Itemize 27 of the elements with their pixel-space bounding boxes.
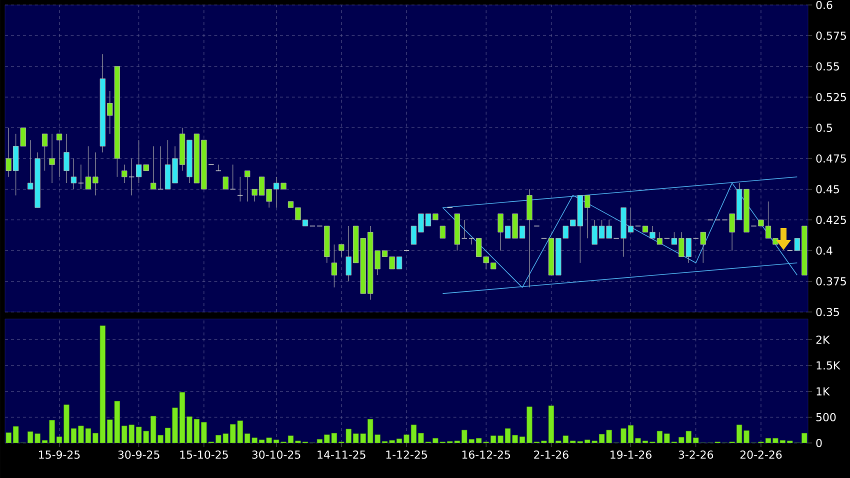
y-tick-label: 0.35: [816, 308, 839, 316]
x-tick-label: 16-12-25: [462, 450, 510, 459]
y-tick-label: 0.475: [816, 154, 846, 163]
x-tick-label: 3-2-26: [678, 450, 714, 459]
y-tick-label: 0: [816, 438, 822, 448]
x-tick-label: 15-9-25: [39, 450, 80, 459]
y-tick-label: 500: [816, 413, 836, 422]
y-tick-label: 0.45: [816, 185, 839, 194]
x-tick-label: 20-2-26: [740, 450, 782, 459]
y-tick-label: 0.55: [816, 62, 839, 71]
x-tick-label: 30-10-25: [252, 450, 300, 459]
y-tick-label: 0.5: [816, 124, 832, 132]
y-tick-label: 0.575: [816, 32, 846, 40]
y-tick-label: 1.5K: [816, 361, 840, 370]
y-tick-label: 0.425: [816, 216, 846, 224]
x-tick-label: 30-9-25: [118, 450, 160, 459]
y-tick-label: 0.525: [816, 92, 846, 102]
y-tick-label: 2K: [816, 336, 830, 344]
y-tick-label: 0.6: [816, 0, 832, 10]
y-tick-label: 0.375: [816, 277, 846, 286]
x-tick-label: 2-1-26: [534, 450, 568, 459]
x-tick-label: 15-10-25: [180, 450, 228, 459]
x-tick-label: 1-12-25: [386, 450, 427, 459]
x-tick-label: 19-1-26: [610, 450, 652, 459]
y-tick-label: 1K: [816, 387, 830, 396]
x-tick-label: 14-11-25: [318, 450, 366, 459]
y-tick-label: 0.4: [816, 246, 832, 255]
